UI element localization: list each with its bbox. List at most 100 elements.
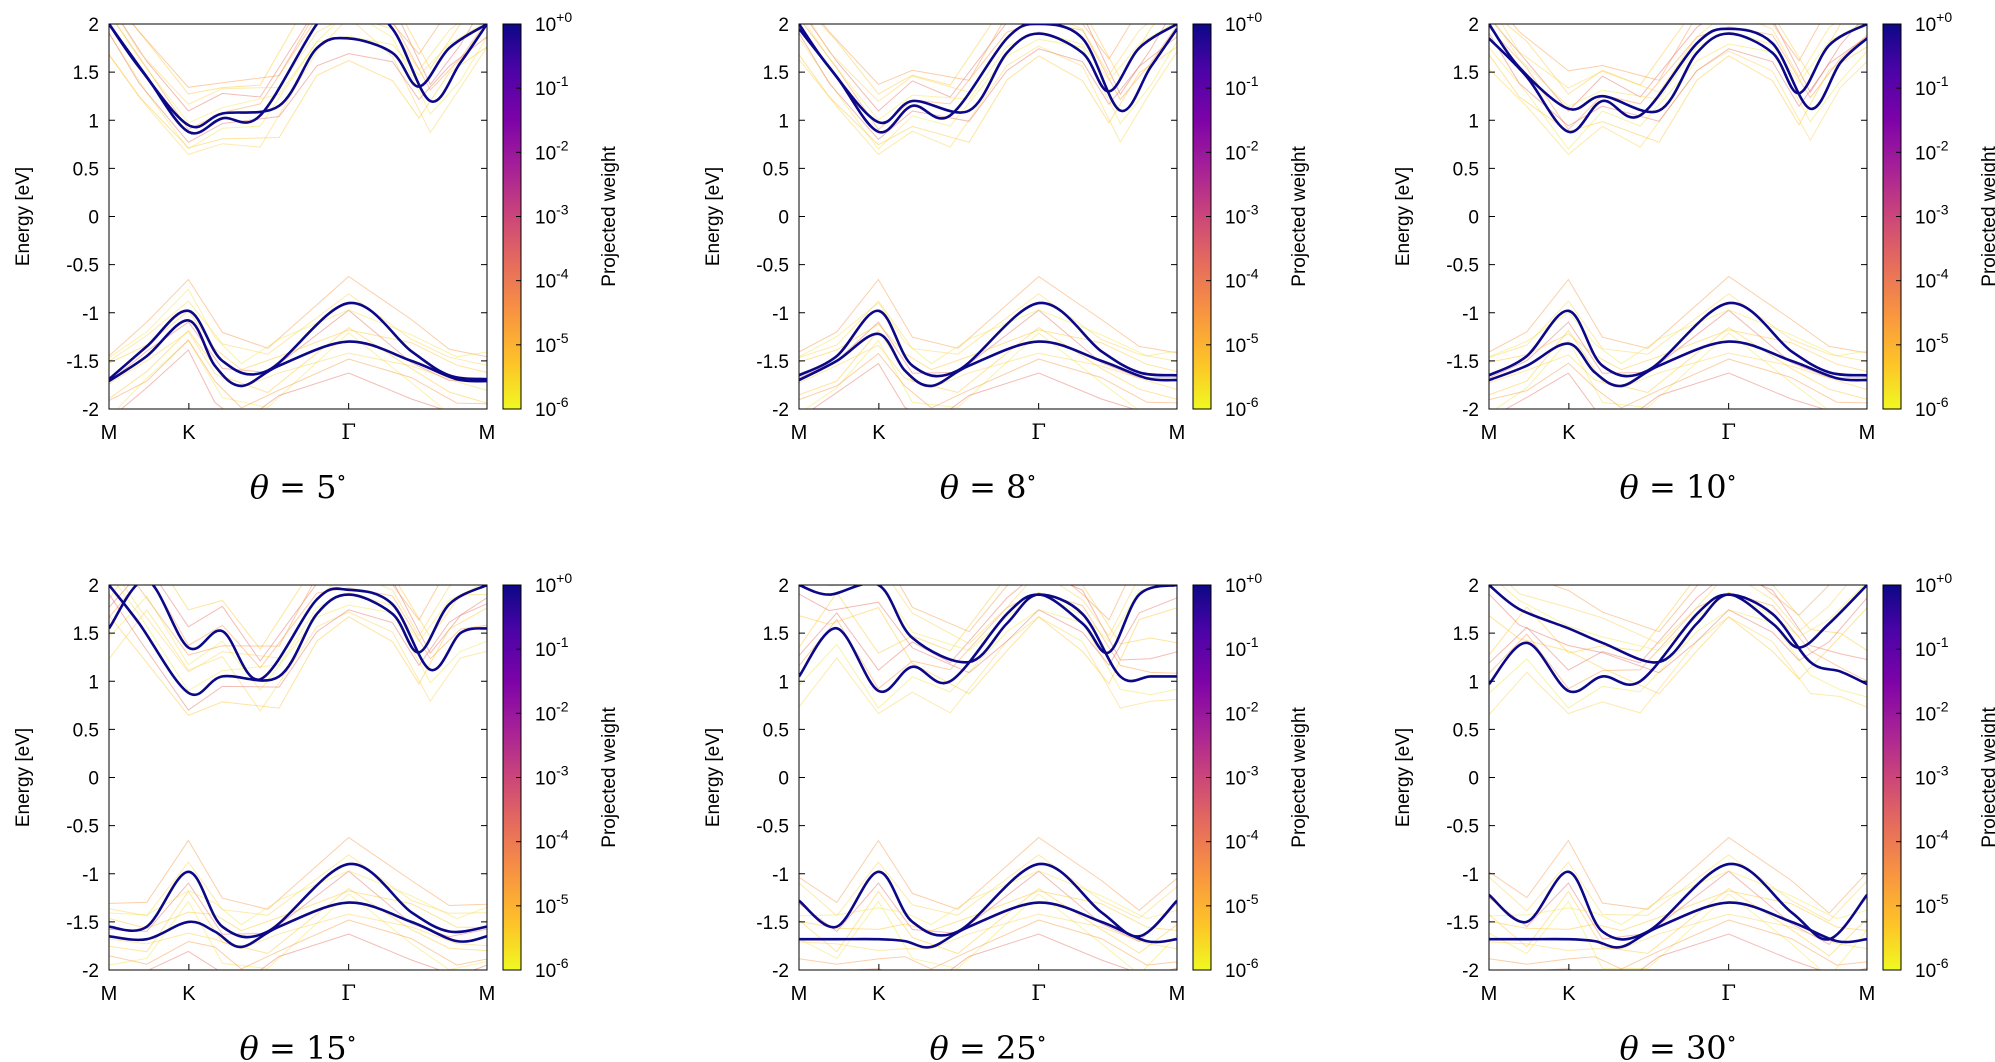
faint-band [1489,893,1867,970]
ytick-label: -1.5 [1446,913,1479,934]
panel-2: 2 1.5 1 0.5 0 -0.5 -1 -1.5 -2 Energy [eV] M K Γ Mθ = … [703,9,1310,506]
kpoint-label: K [1562,983,1576,1005]
faint-band [109,46,487,149]
kpoint-label: M [479,983,496,1005]
ytick-label: -0.5 [1446,256,1479,277]
y-axis-label: Energy [eV] [1393,728,1414,827]
ytick-label: 2 [1468,576,1479,597]
faint-band [109,919,487,970]
band-conduction [1489,593,1867,694]
panel-5: 2 1.5 1 0.5 0 -0.5 -1 -1.5 -2 Energy [eV] M K Γ Mθ = … [703,570,1310,1062]
faint-band [799,301,1177,365]
ytick-label: 0.5 [763,159,789,180]
faint-band [1534,933,1867,970]
faint-band [799,293,1177,362]
ytick-label: 1 [88,111,99,132]
ytick-label: -2 [82,400,99,421]
faint-band [132,24,441,88]
colorbar-label: Projected weight [1979,707,1995,848]
faint-band [1489,887,1867,957]
band-valence [799,301,1177,378]
faint-band [109,890,487,932]
ytick-label: -1.5 [756,913,789,934]
colorbar-tick-label: 10-1 [535,73,569,100]
colorbar-tick-label: 10-3 [1915,202,1949,229]
ytick-label: -2 [772,961,789,982]
ytick-label: 2 [778,15,789,36]
faint-band [1489,913,1867,952]
ytick-label: 2 [778,576,789,597]
faint-band [799,606,1177,695]
panel-title: θ = 15∘ [240,1026,357,1062]
faint-band [1489,26,1867,131]
faint-band [109,854,487,917]
kpoint-label: K [182,422,196,444]
faint-band [825,585,1166,652]
colorbar-tick-label: 10-1 [1225,634,1259,661]
panel-6: 2 1.5 1 0.5 0 -0.5 -1 -1.5 -2 Energy [eV] M K Γ Mθ = … [1393,570,1995,1062]
faint-band [799,616,1177,715]
panel-title: θ = 30∘ [1620,1026,1737,1062]
colorbar-label: Projected weight [1289,707,1310,848]
kpoint-label: M [1481,983,1498,1005]
colorbar-tick-label: 10-5 [535,891,569,918]
band-valence [1489,301,1867,378]
faint-band [116,585,482,692]
faint-band [109,293,487,366]
faint-band [899,585,1127,633]
colorbar-tick-label: 10-2 [1915,698,1949,725]
ytick-label: -2 [1462,961,1479,982]
colorbar-tick-label: 10-3 [1225,202,1259,229]
ytick-label: 1.5 [1453,63,1479,84]
ytick-label: -2 [1462,400,1479,421]
faint-band [109,326,487,404]
faint-band [799,870,1177,926]
faint-band [109,585,487,662]
faint-band [121,24,458,105]
kpoint-label: M [101,983,118,1005]
kpoint-label: M [791,983,808,1005]
faint-band [799,37,1177,150]
colorbar-tick-label: 10-2 [1915,137,1949,164]
colorbar-tick-label: 10-3 [535,202,569,229]
colorbar-tick-label: 10-1 [1225,73,1259,100]
faint-band [799,919,1177,970]
colorbar-tick-label: 10-5 [1915,891,1949,918]
colorbar-tick-label: 10-5 [1225,891,1259,918]
ytick-label: 0 [1468,769,1479,790]
colorbar-tick-label: 10-2 [1225,698,1259,725]
panel-1: 2 1.5 1 0.5 0 -0.5 -1 -1.5 -2 Energy [eV] M K Γ Mθ = … [13,9,620,506]
kpoint-label: Γ [1031,981,1046,1005]
faint-band [1489,50,1867,156]
faint-band [1489,836,1867,914]
kpoint-label: Γ [1721,981,1736,1005]
faint-band [805,24,1173,121]
faint-band [109,893,487,970]
ytick-label: 2 [88,576,99,597]
main-bands [1489,24,1867,388]
colorbar-tick-label: 10-6 [1225,955,1259,982]
faint-band [1489,585,1867,671]
colorbar-tick-label: 10-3 [1225,763,1259,790]
colorbar-tick-label: 10+0 [1225,9,1262,36]
faint-band [799,585,1177,671]
ytick-label: 1.5 [763,624,789,645]
panel-3: 2 1.5 1 0.5 0 -0.5 -1 -1.5 -2 Energy [eV] M K Γ Mθ = … [1393,9,1995,506]
colorbar-tick-label: 10-3 [535,763,569,790]
faint-band [799,609,1177,709]
kpoint-label: M [791,422,808,444]
faint-band [109,607,487,717]
kpoint-label: K [872,983,886,1005]
ytick-label: -1 [82,304,99,325]
faint-band [109,836,487,910]
colorbar-tick-label: 10-2 [1225,137,1259,164]
ytick-label: 1.5 [763,63,789,84]
ytick-label: -1.5 [756,352,789,373]
faint-band [799,46,1177,146]
faint-band [799,836,1177,911]
faint-band [799,352,1177,409]
band-conduction-2 [1489,585,1867,664]
faint-band [799,913,1177,952]
colorbar-tick-label: 10+0 [535,570,572,597]
faint-band [116,332,445,409]
